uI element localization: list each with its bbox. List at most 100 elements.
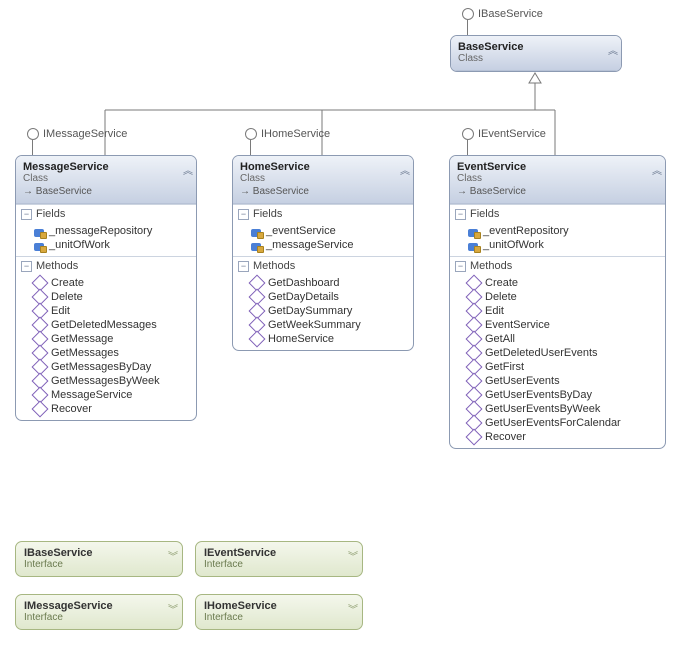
class-extends: BaseService	[240, 186, 406, 197]
expand-chevron-icon[interactable]: ︾	[348, 601, 355, 616]
fields-label: Fields	[36, 208, 65, 220]
method-item[interactable]: GetUserEventsByWeek	[450, 402, 665, 416]
method-icon	[249, 331, 266, 348]
collapse-icon: −	[238, 209, 249, 220]
class-lollipop: IMessageService	[27, 128, 127, 140]
fields-section: −Fields _eventService_messageService	[233, 204, 413, 256]
method-item[interactable]: Delete	[16, 290, 196, 304]
method-name: GetWeekSummary	[268, 319, 361, 331]
method-item[interactable]: EventService	[450, 318, 665, 332]
method-item[interactable]: GetMessage	[16, 332, 196, 346]
field-name: _unitOfWork	[49, 239, 110, 251]
interface-title: IEventService	[204, 547, 354, 559]
class-lollipop: IHomeService	[245, 128, 330, 140]
expand-chevron-icon[interactable]: ︽	[608, 42, 615, 57]
lollipop-circle-icon	[462, 128, 474, 140]
method-name: Edit	[51, 305, 70, 317]
methods-items: CreateDeleteEdit GetDeletedMessages GetMes…	[16, 275, 196, 420]
interface-title: IMessageService	[24, 600, 174, 612]
methods-header[interactable]: −Methods	[16, 257, 196, 275]
field-icon	[34, 229, 44, 237]
method-item[interactable]: Edit	[450, 304, 665, 318]
class-evt[interactable]: EventService Class BaseService ︽ −Fields…	[449, 155, 666, 449]
method-item[interactable]: GetWeekSummary	[233, 318, 413, 332]
method-item[interactable]: MessageService	[16, 388, 196, 402]
class-msg[interactable]: MessageService Class BaseService ︽ −Fiel…	[15, 155, 197, 421]
method-item[interactable]: GetDaySummary	[233, 304, 413, 318]
method-item[interactable]: Recover	[16, 402, 196, 416]
field-item[interactable]: _unitOfWork	[450, 238, 665, 252]
method-item[interactable]: GetDashboard	[233, 276, 413, 290]
method-icon	[32, 401, 49, 418]
collapse-icon: −	[455, 209, 466, 220]
class-header: EventService Class BaseService ︽	[450, 156, 665, 204]
method-item[interactable]: Recover	[450, 430, 665, 444]
method-item[interactable]: GetUserEvents	[450, 374, 665, 388]
field-item[interactable]: _eventRepository	[450, 224, 665, 238]
class-extends: BaseService	[457, 186, 658, 197]
field-item[interactable]: _eventService	[233, 224, 413, 238]
method-item[interactable]: GetMessages	[16, 346, 196, 360]
method-item[interactable]: HomeService	[233, 332, 413, 346]
methods-header[interactable]: −Methods	[233, 257, 413, 275]
method-item[interactable]: Edit	[16, 304, 196, 318]
interface-IHomeService[interactable]: IHomeService Interface ︾	[195, 594, 363, 630]
method-item[interactable]: GetDeletedMessages	[16, 318, 196, 332]
field-name: _eventRepository	[483, 225, 569, 237]
method-name: GetMessage	[51, 333, 113, 345]
methods-items: CreateDeleteEditEventServiceGetAllGetDel…	[450, 275, 665, 448]
interface-IBaseService[interactable]: IBaseService Interface ︾	[15, 541, 183, 577]
method-name: Delete	[485, 291, 517, 303]
interface-IMessageService[interactable]: IMessageService Interface ︾	[15, 594, 183, 630]
class-interface-label: IHomeService	[261, 128, 330, 140]
expand-chevron-icon[interactable]: ︾	[168, 548, 175, 563]
method-item[interactable]: GetMessagesByWeek	[16, 374, 196, 388]
base-interface-label: IBaseService	[478, 8, 543, 20]
methods-section: −Methods CreateDeleteEditEventServiceGet…	[450, 256, 665, 448]
methods-header[interactable]: −Methods	[450, 257, 665, 275]
interface-IEventService[interactable]: IEventService Interface ︾	[195, 541, 363, 577]
method-item[interactable]: GetUserEventsByDay	[450, 388, 665, 402]
expand-chevron-icon[interactable]: ︽	[652, 162, 659, 177]
field-item[interactable]: _messageService	[233, 238, 413, 252]
methods-section: −Methods CreateDeleteEdit GetDeletedMessa…	[16, 256, 196, 420]
method-item[interactable]: GetMessagesByDay	[16, 360, 196, 374]
collapse-icon: −	[21, 261, 32, 272]
methods-label: Methods	[36, 260, 78, 272]
interface-title: IBaseService	[24, 547, 174, 559]
method-name: GetMessagesByDay	[51, 361, 151, 373]
class-kind: Class	[458, 53, 614, 64]
interface-kind: Interface	[24, 559, 174, 570]
field-icon	[251, 243, 261, 251]
method-item[interactable]: GetAll	[450, 332, 665, 346]
class-home[interactable]: HomeService Class BaseService ︽ −Fields …	[232, 155, 414, 351]
fields-header[interactable]: −Fields	[450, 205, 665, 223]
fields-items: _eventRepository_unitOfWork	[450, 223, 665, 256]
class-base-service[interactable]: BaseService Class ︽	[450, 35, 622, 72]
expand-chevron-icon[interactable]: ︽	[183, 162, 190, 177]
fields-header[interactable]: −Fields	[233, 205, 413, 223]
method-item[interactable]: GetDayDetails	[233, 290, 413, 304]
field-icon	[251, 229, 261, 237]
method-item[interactable]: GetFirst	[450, 360, 665, 374]
method-name: Recover	[485, 431, 526, 443]
method-item[interactable]: GetUserEventsForCalendar	[450, 416, 665, 430]
base-lollipop: IBaseService	[462, 8, 543, 20]
fields-label: Fields	[253, 208, 282, 220]
method-name: GetDaySummary	[268, 305, 352, 317]
expand-chevron-icon[interactable]: ︾	[168, 601, 175, 616]
field-item[interactable]: _unitOfWork	[16, 238, 196, 252]
method-name: GetDashboard	[268, 277, 340, 289]
method-name: GetMessages	[51, 347, 119, 359]
method-item[interactable]: Delete	[450, 290, 665, 304]
expand-chevron-icon[interactable]: ︾	[348, 548, 355, 563]
lollipop-stem	[32, 140, 33, 155]
method-item[interactable]: GetDeletedUserEvents	[450, 346, 665, 360]
field-item[interactable]: _messageRepository	[16, 224, 196, 238]
expand-chevron-icon[interactable]: ︽	[400, 162, 407, 177]
method-name: GetDeletedMessages	[51, 319, 157, 331]
fields-header[interactable]: −Fields	[16, 205, 196, 223]
class-title: BaseService	[458, 41, 614, 53]
method-item[interactable]: Create	[16, 276, 196, 290]
method-item[interactable]: Create	[450, 276, 665, 290]
